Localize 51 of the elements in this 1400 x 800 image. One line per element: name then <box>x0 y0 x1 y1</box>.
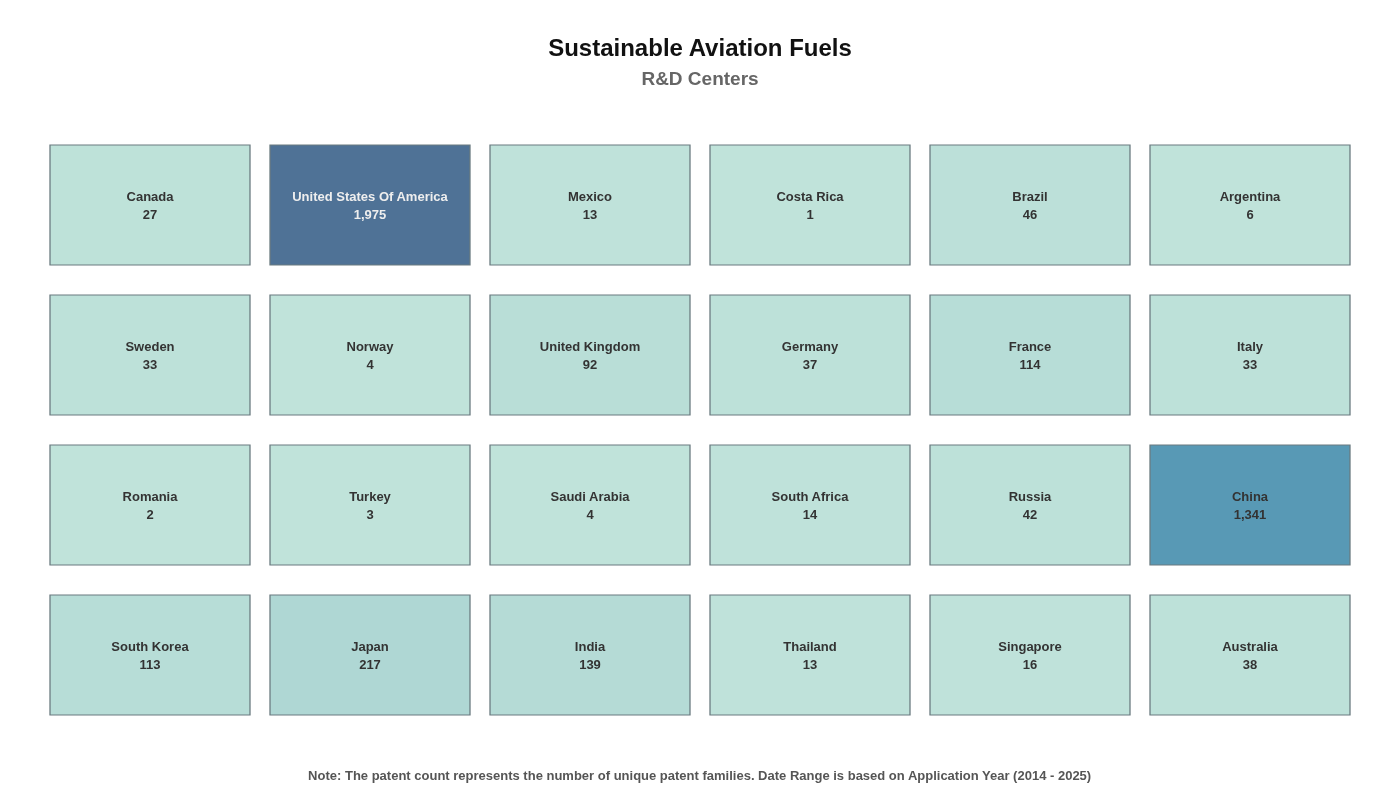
category-label: Romania <box>122 488 179 504</box>
data-label: 33 <box>1242 356 1258 372</box>
category-label: Italy <box>1236 338 1264 354</box>
category-label: China <box>1231 488 1269 504</box>
category-label: Norway <box>346 338 395 354</box>
text: Note: The patent count represents the number of unique patent families. Date Range is based on Application Year (2014 - 2025) <box>308 768 1092 783</box>
data-label: 27 <box>142 206 158 222</box>
data-label: 16 <box>1022 656 1038 672</box>
category-label: Mexico <box>567 188 613 204</box>
data-label: 114 <box>1019 356 1042 372</box>
category-label: South Africa <box>771 488 850 504</box>
data-label: 6 <box>1246 206 1254 222</box>
data-label: 139 <box>579 656 601 672</box>
data-label: 217 <box>359 656 381 672</box>
data-label: 33 <box>142 356 158 372</box>
category-label: Brazil <box>1012 188 1048 204</box>
data-label: 113 <box>139 656 161 672</box>
category-label: South Korea <box>111 638 190 654</box>
text: Sustainable Aviation Fuels <box>548 33 852 61</box>
data-label: 1,341 <box>1233 506 1267 522</box>
category-label: United States Of America <box>292 188 449 204</box>
category-label: Turkey <box>349 488 392 504</box>
category-label: Sweden <box>125 338 175 354</box>
category-label: Australia <box>1222 638 1279 654</box>
data-label: 92 <box>582 356 598 372</box>
category-label: Canada <box>126 188 175 204</box>
data-label: 1,975 <box>353 206 387 222</box>
category-label: Thailand <box>783 638 837 654</box>
data-label: 46 <box>1022 206 1038 222</box>
data-label: 13 <box>802 656 818 672</box>
category-label: Russia <box>1008 488 1053 504</box>
data-label: 38 <box>1242 656 1258 672</box>
category-label: Argentina <box>1219 188 1282 204</box>
category-label: India <box>574 638 606 654</box>
category-label: Saudi Arabia <box>550 488 631 504</box>
category-label: Singapore <box>998 638 1062 654</box>
data-label: 37 <box>802 356 818 372</box>
category-label: Japan <box>351 638 389 654</box>
category-label: Costa Rica <box>776 188 845 204</box>
data-label: 14 <box>802 506 818 522</box>
text: R&D Centers <box>641 68 759 89</box>
data-label: 3 <box>366 506 374 522</box>
category-label: Germany <box>781 338 839 354</box>
data-label: 1 <box>806 206 814 222</box>
data-label: 4 <box>366 356 375 372</box>
category-label: France <box>1008 338 1052 354</box>
data-label: 2 <box>146 506 154 522</box>
data-label: 42 <box>1022 506 1038 522</box>
data-label: 4 <box>586 506 595 522</box>
category-label: United Kingdom <box>539 338 641 354</box>
data-label: 13 <box>582 206 598 222</box>
